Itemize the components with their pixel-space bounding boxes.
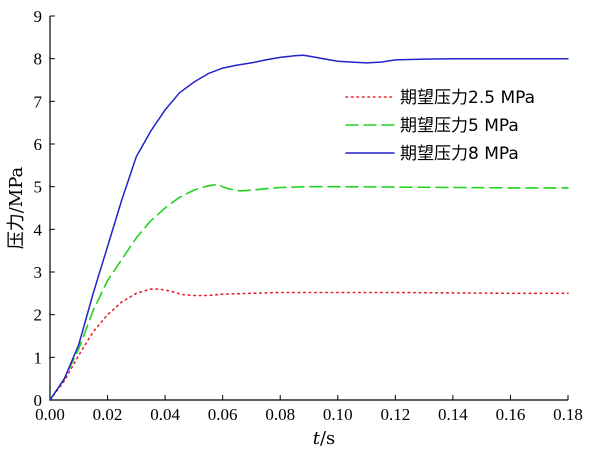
legend-label-2: 期望压力8 MPa: [400, 144, 519, 164]
x-tick-label: 0.12: [380, 405, 410, 424]
y-tick-label: 8: [34, 50, 43, 69]
plot-frame: [49, 16, 568, 401]
legend: 期望压力2.5 MPa 期望压力5 MPa 期望压力8 MPa: [345, 88, 535, 164]
y-tick-label: 5: [34, 178, 43, 197]
series-line-2: [49, 54, 569, 401]
x-tick-label: 0.14: [438, 405, 468, 424]
axis-ticks: 0.00 0.02 0.04 0.06 0.08 0.10 0.12 0.14 0.16 0.18…: [34, 7, 583, 424]
x-axis-label-unit: /s: [320, 428, 335, 449]
y-tick-label: 1: [34, 348, 43, 367]
x-tick-label: 0.04: [150, 405, 180, 424]
series-line-1: [49, 183, 569, 401]
series-line-0: [49, 288, 569, 401]
y-tick-label: 2: [34, 306, 43, 325]
x-axis-label: t/s: [313, 428, 336, 449]
x-axis-label-variable: t: [313, 428, 321, 449]
y-tick-label: 7: [34, 92, 43, 111]
y-tick-label: 9: [34, 7, 43, 26]
y-axis-label: 压力/MPa: [6, 166, 27, 249]
x-tick-label: 0.16: [496, 405, 526, 424]
x-tick-label: 0.02: [93, 405, 123, 424]
y-tick-label: 3: [34, 263, 43, 282]
legend-label-1: 期望压力5 MPa: [400, 116, 519, 136]
legend-label-0: 期望压力2.5 MPa: [400, 88, 535, 108]
y-tick-label: 4: [34, 220, 43, 239]
y-tick-label: 6: [34, 135, 43, 154]
x-tick-label: 0.00: [35, 405, 65, 424]
x-tick-label: 0.18: [553, 405, 583, 424]
x-tick-label: 0.08: [265, 405, 295, 424]
series-lines: [49, 54, 569, 401]
y-tick-label: 0: [34, 391, 43, 410]
x-tick-label: 0.10: [323, 405, 353, 424]
x-tick-label: 0.06: [208, 405, 238, 424]
